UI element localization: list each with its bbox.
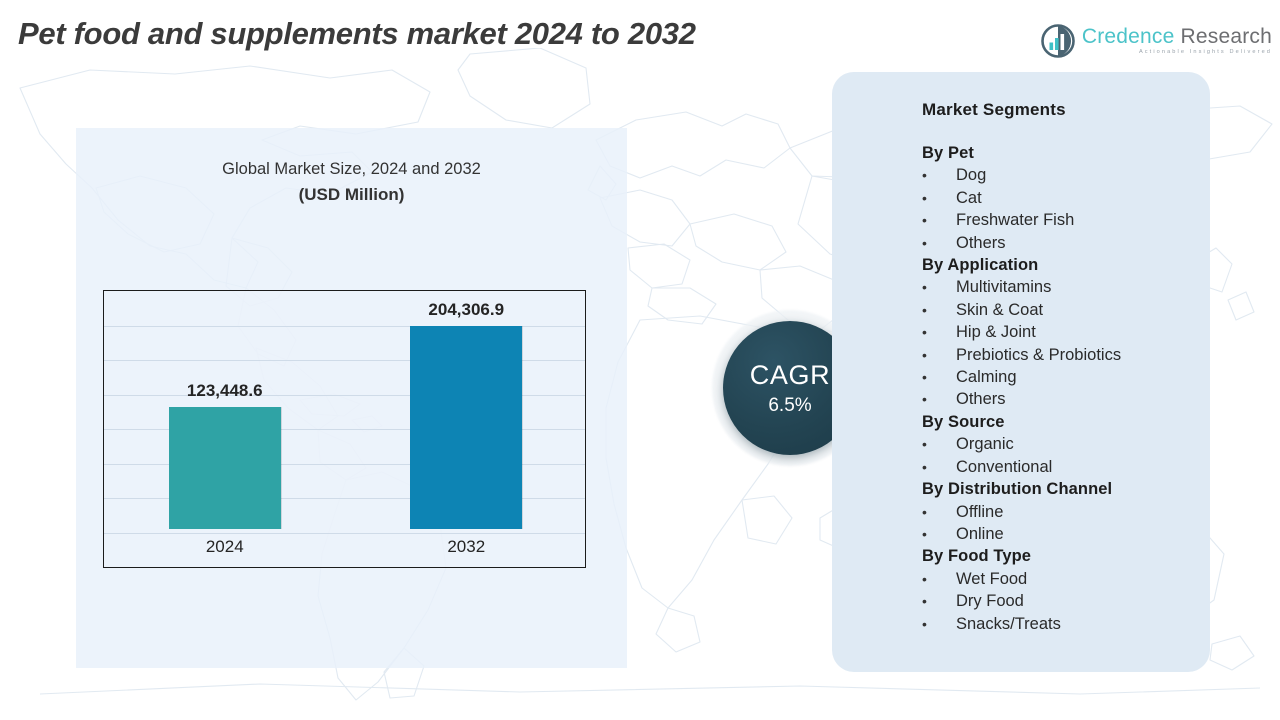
brand-tagline: Actionable Insights Delivered xyxy=(1138,49,1272,56)
brand-name-part1: Credence xyxy=(1081,25,1175,49)
cagr-label: CAGR xyxy=(749,359,831,390)
segment-item: • Cat xyxy=(922,187,1210,209)
segment-item: • Skin & Coat xyxy=(922,299,1210,321)
segment-item: • Organic xyxy=(922,433,1210,455)
segment-item: • Freshwater Fish xyxy=(922,209,1210,231)
chart-gridlines xyxy=(104,291,585,567)
cagr-value: 6.5% xyxy=(768,394,812,416)
bullet-icon: • xyxy=(922,593,927,610)
bullet-icon: • xyxy=(922,503,927,520)
segment-item-label: Hip & Joint xyxy=(956,323,1036,342)
segment-item-label: Offline xyxy=(956,502,1004,521)
segment-item-label: Cat xyxy=(956,188,982,207)
brand-logo-text: Credence Research Actionable Insights De… xyxy=(1082,26,1272,56)
bar-chart-circle-icon xyxy=(1041,24,1075,58)
bullet-icon: • xyxy=(922,369,927,386)
segment-item: • Multivitamins xyxy=(922,276,1210,298)
brand-logo: Credence Research Actionable Insights De… xyxy=(1041,24,1272,58)
chart-heading-line2: (USD Million) xyxy=(298,185,405,204)
segment-item: • Hip & Joint xyxy=(922,321,1210,343)
segment-heading: By Food Type xyxy=(922,547,1032,566)
gridline xyxy=(104,464,585,465)
gridline xyxy=(104,533,585,534)
segment-item-label: Organic xyxy=(956,435,1014,454)
segment-item: • Wet Food xyxy=(922,568,1210,590)
segment-item-label: Calming xyxy=(956,368,1017,387)
bullet-icon: • xyxy=(922,301,927,318)
segment-item-label: Skin & Coat xyxy=(956,300,1044,319)
chart-heading-line1: Global Market Size, 2024 and 2032 xyxy=(222,160,481,178)
segment-item-label: Dog xyxy=(956,166,987,185)
bar-value-label: 123,448.6 xyxy=(186,381,263,400)
segment-item: • Dry Food xyxy=(922,590,1210,612)
market-segments-list: By Pet • Dog • Cat • Freshwater Fish • Others By … xyxy=(922,142,1210,635)
bullet-icon: • xyxy=(922,615,927,632)
chart-heading: Global Market Size, 2024 and 2032 (USD M… xyxy=(76,160,627,205)
segment-heading: By Pet xyxy=(922,144,974,162)
segment-item-label: Freshwater Fish xyxy=(956,211,1075,230)
gridline xyxy=(104,498,585,499)
market-segments-title: Market Segments xyxy=(922,100,1066,119)
bullet-icon: • xyxy=(922,324,927,341)
bullet-icon: • xyxy=(922,436,927,453)
segment-item: • Calming xyxy=(922,366,1210,388)
bullet-icon: • xyxy=(922,234,927,251)
segment-item-label: Others xyxy=(956,390,1006,409)
segment-item: • Snacks/Treats xyxy=(922,613,1210,635)
bullet-icon: • xyxy=(922,391,927,408)
gridline xyxy=(104,429,585,430)
market-segments-panel: Market Segments By Pet • Dog • Cat • Freshwate… xyxy=(832,72,1210,672)
brand-name-part2: Research xyxy=(1174,25,1272,49)
segment-item-label: Prebiotics & Probiotics xyxy=(956,345,1122,364)
segment-item-label: Wet Food xyxy=(956,569,1028,588)
bar-2032 xyxy=(410,326,523,529)
bullet-icon: • xyxy=(922,189,927,206)
segment-heading: By Application xyxy=(922,256,1039,275)
gridline xyxy=(104,326,585,327)
gridline xyxy=(104,395,585,396)
bar-group: 204,306.9 xyxy=(346,300,588,529)
bar-value-label: 204,306.9 xyxy=(428,300,505,319)
segment-item: • Others xyxy=(922,388,1210,410)
segment-item: • Online xyxy=(922,523,1210,545)
bar-chart: 123,448.6 204,306.9 2024 2032 xyxy=(103,290,586,568)
segment-item: • Conventional xyxy=(922,456,1210,478)
bullet-icon: • xyxy=(922,346,927,363)
gridline xyxy=(104,360,585,361)
page-title: Pet food and supplements market 2024 to … xyxy=(18,16,696,51)
segment-item-label: Snacks/Treats xyxy=(956,614,1061,633)
category-label-2032: 2032 xyxy=(447,537,486,556)
category-label-2024: 2024 xyxy=(205,537,244,556)
bullet-icon: • xyxy=(922,212,927,229)
chart-plot-area: 123,448.6 204,306.9 xyxy=(104,291,585,529)
segment-item-label: Conventional xyxy=(956,457,1053,476)
bullet-icon: • xyxy=(922,167,927,184)
bullet-icon: • xyxy=(922,525,927,542)
bar-group: 123,448.6 xyxy=(104,381,346,529)
segment-item: • Dog xyxy=(922,164,1210,186)
segment-heading: By Source xyxy=(922,412,1005,431)
segment-item-label: Dry Food xyxy=(956,592,1024,611)
bullet-icon: • xyxy=(922,570,927,587)
segment-item-label: Others xyxy=(956,233,1006,252)
bar-2024 xyxy=(168,407,281,529)
segment-item: • Prebiotics & Probiotics xyxy=(922,344,1210,366)
segment-heading: By Distribution Channel xyxy=(922,480,1113,499)
brand-name: Credence Research xyxy=(1082,26,1272,47)
bullet-icon: • xyxy=(922,279,927,296)
segment-item: • Offline xyxy=(922,501,1210,523)
segment-item: • Others xyxy=(922,232,1210,254)
segment-item-label: Online xyxy=(956,524,1004,543)
segment-item-label: Multivitamins xyxy=(956,278,1052,297)
chart-category-axis: 2024 2032 xyxy=(104,529,585,567)
bullet-icon: • xyxy=(922,458,927,475)
